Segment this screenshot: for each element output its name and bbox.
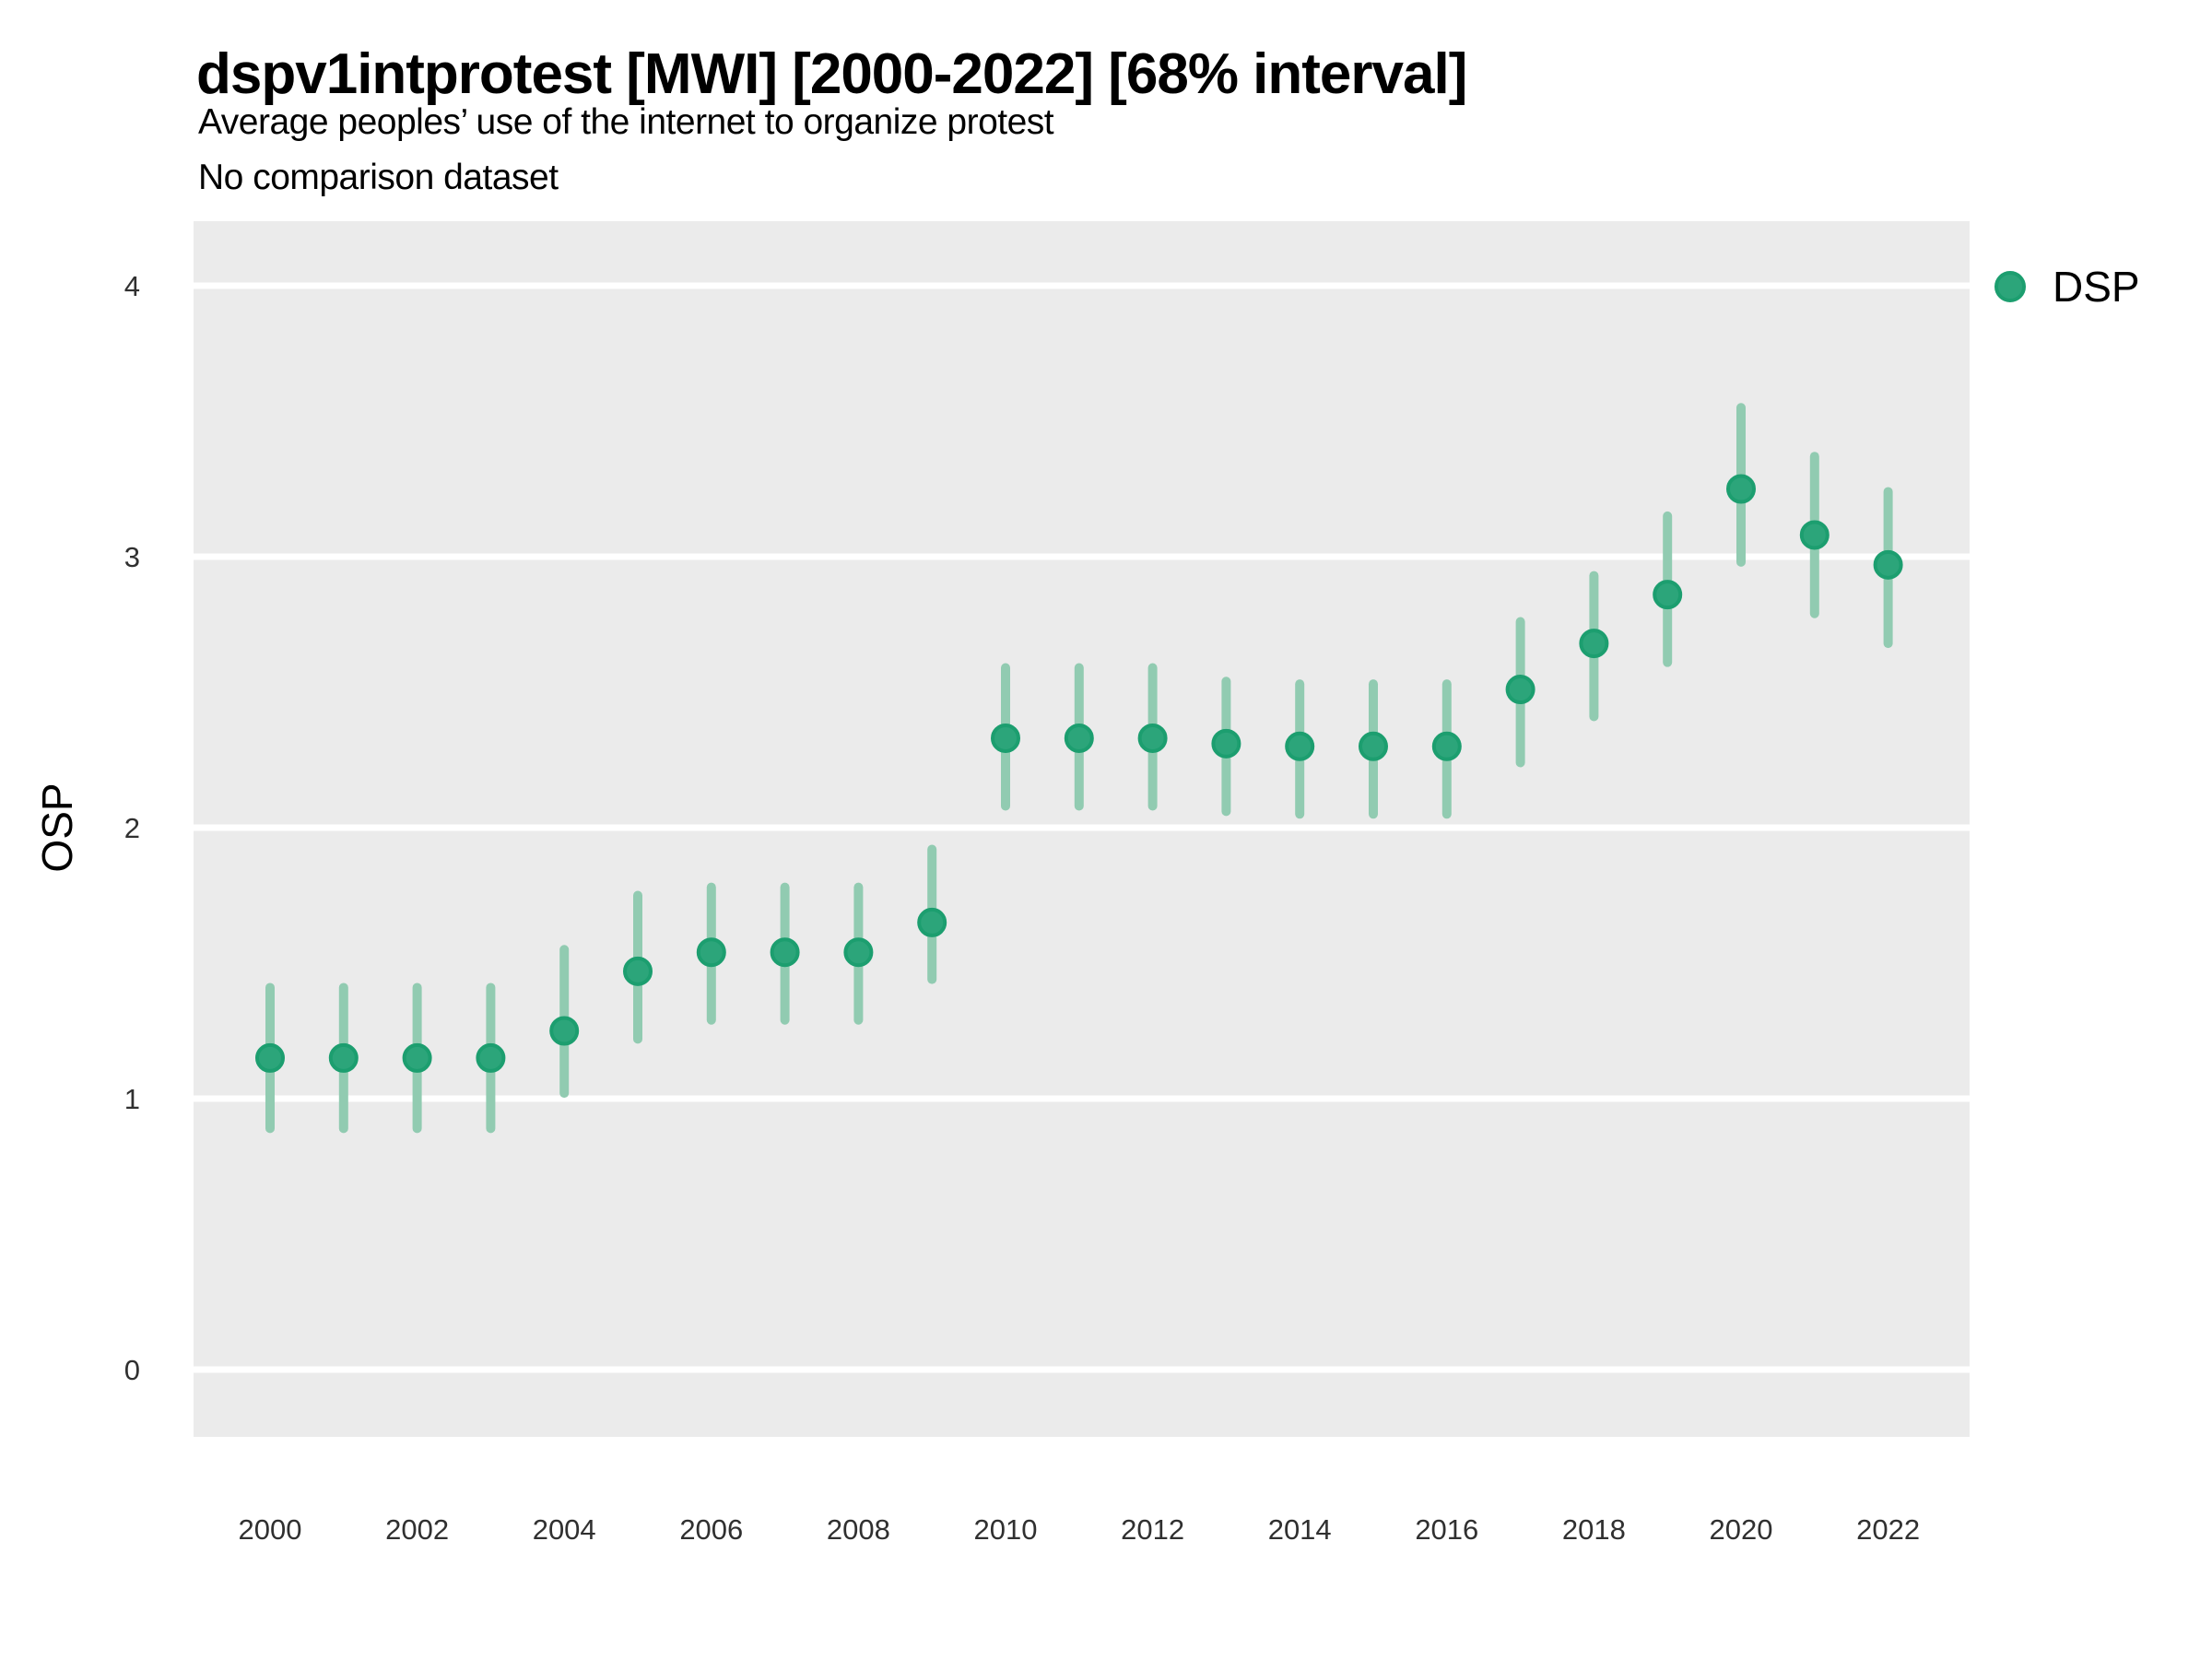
point-2014 <box>1285 731 1315 761</box>
point-2005 <box>623 956 653 986</box>
y-tick-label-1: 1 <box>124 1083 140 1115</box>
x-tick-label-2002: 2002 <box>385 1513 449 1546</box>
legend-marker-icon <box>1994 271 2026 302</box>
point-2006 <box>696 937 726 968</box>
chart-note: No comparison dataset <box>198 158 559 197</box>
x-tick-label-2014: 2014 <box>1268 1513 1332 1546</box>
x-tick-label-2018: 2018 <box>1562 1513 1626 1546</box>
point-2011 <box>1064 723 1094 753</box>
point-2018 <box>1579 629 1609 659</box>
point-2001 <box>328 1042 359 1073</box>
point-2017 <box>1505 675 1535 705</box>
x-tick-label-2010: 2010 <box>974 1513 1038 1546</box>
x-tick-label-2004: 2004 <box>533 1513 596 1546</box>
x-tick-label-2000: 2000 <box>239 1513 302 1546</box>
y-tick-label-2: 2 <box>124 812 140 844</box>
point-2009 <box>917 907 947 937</box>
chart-subtitle: Average peoples’ use of the internet to … <box>198 102 1054 142</box>
point-2007 <box>770 937 800 968</box>
legend: DSP <box>1994 262 2140 312</box>
point-2016 <box>1431 731 1462 761</box>
x-tick-label-2006: 2006 <box>679 1513 743 1546</box>
point-2004 <box>549 1016 580 1046</box>
legend-label: DSP <box>2053 263 2140 311</box>
point-2015 <box>1359 731 1388 761</box>
point-2002 <box>402 1042 432 1073</box>
point-2008 <box>843 937 874 968</box>
x-tick-label-2008: 2008 <box>827 1513 890 1546</box>
x-tick-label-2022: 2022 <box>1856 1513 1920 1546</box>
point-2013 <box>1211 728 1241 759</box>
point-2019 <box>1653 580 1683 610</box>
y-tick-label-0: 0 <box>124 1354 140 1386</box>
point-2012 <box>1137 723 1168 753</box>
y-tick-label-3: 3 <box>124 541 140 573</box>
point-2000 <box>255 1042 285 1073</box>
point-2022 <box>1873 549 1903 580</box>
point-2010 <box>991 723 1020 753</box>
y-tick-label-4: 4 <box>124 270 140 302</box>
point-2021 <box>1799 520 1830 550</box>
point-2003 <box>476 1042 506 1073</box>
x-tick-label-2012: 2012 <box>1121 1513 1184 1546</box>
x-tick-label-2016: 2016 <box>1415 1513 1478 1546</box>
point-2020 <box>1726 474 1756 504</box>
x-tick-label-2020: 2020 <box>1710 1513 1773 1546</box>
chart-title: dspv1intprotest [MWI] [2000-2022] [68% i… <box>196 42 1467 106</box>
